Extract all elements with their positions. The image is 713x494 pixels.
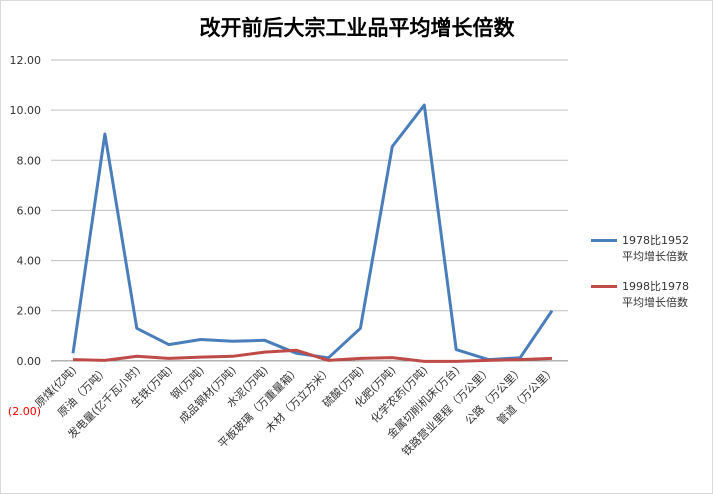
series-line — [72, 348, 553, 363]
y-tick-label: 2.00 — [17, 305, 42, 318]
x-tick-label: 成品钢材(万吨) — [176, 363, 239, 426]
chart-title: 改开前后大宗工业品平均增长倍数 — [200, 15, 516, 40]
y-tick-label: (2.00) — [8, 405, 41, 418]
y-tick-label: 8.00 — [17, 154, 42, 167]
legend-label: 1998比1978 平均增长倍数 — [622, 280, 689, 309]
legend-swatch — [591, 239, 617, 242]
legend-item: 1978比1952 平均增长倍数 — [591, 233, 689, 265]
y-tick-label: 0.00 — [17, 355, 42, 368]
legend: 1978比1952 平均增长倍数 1998比1978 平均增长倍数 — [591, 233, 689, 325]
series-line — [71, 103, 554, 362]
y-tick-label: 6.00 — [17, 204, 42, 217]
x-tick-label: 化学农药(万吨) — [368, 363, 431, 426]
y-tick-label: 12.00 — [10, 54, 42, 67]
legend-swatch — [591, 285, 617, 288]
y-tick-label: 10.00 — [10, 104, 42, 117]
legend-item: 1998比1978 平均增长倍数 — [591, 279, 689, 311]
legend-label: 1978比1952 平均增长倍数 — [622, 234, 689, 263]
y-tick-label: 4.00 — [17, 255, 42, 268]
